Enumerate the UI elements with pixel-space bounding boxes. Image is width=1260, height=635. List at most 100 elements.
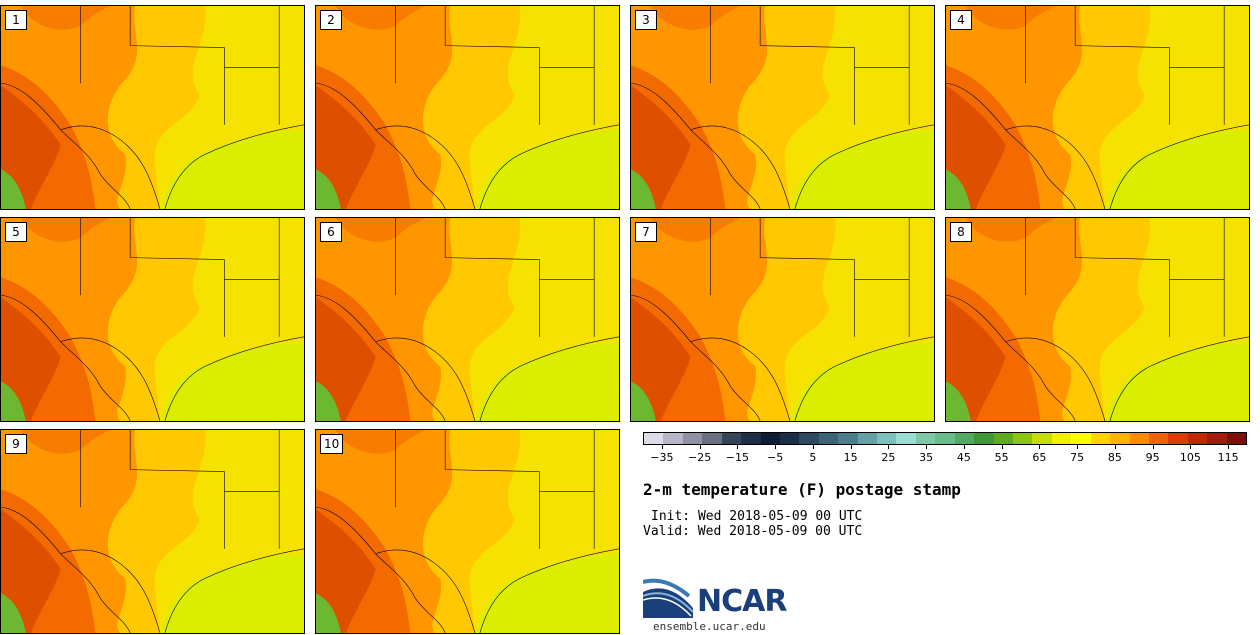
colorbar-swatch xyxy=(760,433,780,444)
colorbar-swatch xyxy=(1032,433,1052,444)
colorbar-swatch xyxy=(1071,433,1091,444)
colorbar-swatch xyxy=(663,433,683,444)
temperature-map xyxy=(946,6,1249,209)
member-label: 5 xyxy=(5,222,27,242)
member-label: 2 xyxy=(320,10,342,30)
colorbar-tick xyxy=(812,445,814,449)
colorbar-tick xyxy=(963,445,965,449)
colorbar-swatch xyxy=(721,433,742,444)
colorbar-tick-label: −15 xyxy=(725,451,749,464)
temperature-map xyxy=(1,6,304,209)
member-panel-2: 2 xyxy=(315,5,620,210)
colorbar-swatch xyxy=(1207,433,1227,444)
colorbar-swatch xyxy=(993,433,1014,444)
member-panel-7: 7 xyxy=(630,217,935,422)
colorbar-tick-label: 85 xyxy=(1107,451,1122,464)
colorbar-swatch xyxy=(857,433,878,444)
member-label: 1 xyxy=(5,10,27,30)
ensemble-url: ensemble.ucar.edu xyxy=(653,620,766,633)
temperature-map xyxy=(631,218,934,421)
colorbar-tick-label: 115 xyxy=(1217,451,1239,464)
temperature-colorbar xyxy=(643,432,1247,445)
colorbar-tick-label: 35 xyxy=(919,451,934,464)
member-panel-5: 5 xyxy=(0,217,305,422)
temperature-map xyxy=(316,430,619,633)
colorbar-swatch xyxy=(1110,433,1130,444)
member-label: 4 xyxy=(950,10,972,30)
colorbar-swatch xyxy=(1013,433,1033,444)
member-label: 6 xyxy=(320,222,342,242)
colorbar-tick xyxy=(1190,445,1192,449)
colorbar-swatch xyxy=(896,433,916,444)
colorbar-tick xyxy=(1039,445,1041,449)
colorbar-tick-label: 55 xyxy=(994,451,1009,464)
colorbar-swatch xyxy=(1187,433,1208,444)
colorbar-tick-label: 45 xyxy=(956,451,971,464)
member-panel-3: 3 xyxy=(630,5,935,210)
colorbar-swatch xyxy=(741,433,761,444)
colorbar-tick xyxy=(850,445,852,449)
colorbar-tick xyxy=(699,445,701,449)
member-panel-8: 8 xyxy=(945,217,1250,422)
colorbar-swatch xyxy=(935,433,955,444)
colorbar-tick xyxy=(1077,445,1079,449)
colorbar-ticks: −35 −25 −15 −5 5 15 25 35 45 55 65 75 85 95 105 115 xyxy=(643,445,1247,469)
colorbar-tick-label: 15 xyxy=(843,451,858,464)
colorbar-swatch xyxy=(954,433,975,444)
temperature-map xyxy=(946,218,1249,421)
member-panel-9: 9 xyxy=(0,429,305,634)
colorbar-swatch xyxy=(702,433,722,444)
colorbar-swatch xyxy=(1226,433,1247,444)
member-label: 10 xyxy=(320,434,344,454)
member-panel-4: 4 xyxy=(945,5,1250,210)
colorbar-tick-label: −35 xyxy=(650,451,674,464)
colorbar-tick-label: 25 xyxy=(881,451,896,464)
colorbar-tick-label: −25 xyxy=(688,451,712,464)
colorbar-swatch xyxy=(818,433,839,444)
colorbar-tick-label: 75 xyxy=(1070,451,1085,464)
colorbar-swatch xyxy=(1148,433,1169,444)
plot-title: 2-m temperature (F) postage stamp xyxy=(643,480,961,499)
colorbar-swatch xyxy=(799,433,819,444)
member-panel-6: 6 xyxy=(315,217,620,422)
colorbar-swatch xyxy=(915,433,936,444)
colorbar-tick-label: 105 xyxy=(1179,451,1201,464)
member-label: 8 xyxy=(950,222,972,242)
colorbar-swatch xyxy=(779,433,800,444)
temperature-map xyxy=(1,218,304,421)
temperature-map xyxy=(316,6,619,209)
member-label: 9 xyxy=(5,434,27,454)
colorbar-tick xyxy=(1001,445,1003,449)
colorbar-tick xyxy=(888,445,890,449)
colorbar-tick-label: 95 xyxy=(1145,451,1160,464)
valid-time: Valid: Wed 2018-05-09 00 UTC xyxy=(643,524,863,539)
colorbar-swatch xyxy=(974,433,994,444)
colorbar-swatch xyxy=(1168,433,1188,444)
temperature-map xyxy=(631,6,934,209)
member-label: 7 xyxy=(635,222,657,242)
init-time: Init: Wed 2018-05-09 00 UTC xyxy=(651,509,863,524)
colorbar-swatch xyxy=(682,433,703,444)
colorbar-tick-label: 5 xyxy=(809,451,817,464)
ncar-swoosh-icon xyxy=(643,578,694,618)
ncar-wordmark: NCAR xyxy=(697,584,787,619)
colorbar-swatch xyxy=(644,433,664,444)
member-label: 3 xyxy=(635,10,657,30)
temperature-map xyxy=(316,218,619,421)
ncar-logo: NCAR ensemble.ucar.edu xyxy=(643,578,803,634)
member-panel-1: 1 xyxy=(0,5,305,210)
colorbar-swatch xyxy=(1129,433,1149,444)
colorbar-tick-label: 65 xyxy=(1032,451,1047,464)
colorbar-tick xyxy=(1152,445,1154,449)
colorbar-swatch xyxy=(1090,433,1111,444)
colorbar-tick xyxy=(737,445,739,449)
colorbar-tick xyxy=(1114,445,1116,449)
colorbar-tick-label: −5 xyxy=(767,451,784,464)
colorbar-tick xyxy=(661,445,663,449)
colorbar-tick xyxy=(1228,445,1230,449)
colorbar-swatch xyxy=(877,433,897,444)
colorbar-swatch xyxy=(838,433,858,444)
colorbar-tick xyxy=(926,445,928,449)
temperature-map xyxy=(1,430,304,633)
colorbar-tick xyxy=(775,445,777,449)
